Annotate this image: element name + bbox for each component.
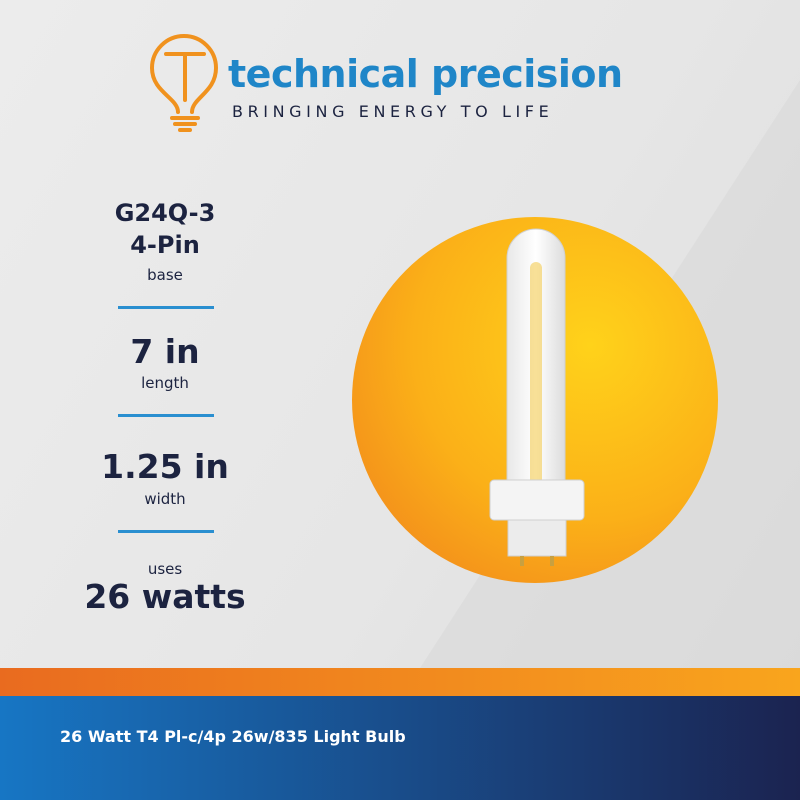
brand-name: technical precision [228,52,623,96]
product-title: 26 Watt T4 Pl-c/4p 26w/835 Light Bulb [60,727,406,746]
logo-icon [149,34,219,132]
spec-value: 26 watts [84,577,246,616]
spec-label: uses [147,560,183,578]
blue-band [0,696,800,800]
orange-band [0,668,800,696]
divider [118,530,214,533]
spec-value: 7 in [130,332,200,371]
spec-label: base [147,266,183,284]
spec-label: width [144,490,186,508]
divider [118,306,214,309]
tagline: BRINGING ENERGY TO LIFE [232,102,554,121]
bulb [489,228,585,566]
divider [118,414,214,417]
spec-value: 4-Pin [130,231,200,259]
spec-value: G24Q-3 [114,199,216,227]
spec-value: 1.25 in [101,447,229,486]
spec-label: length [141,374,189,392]
